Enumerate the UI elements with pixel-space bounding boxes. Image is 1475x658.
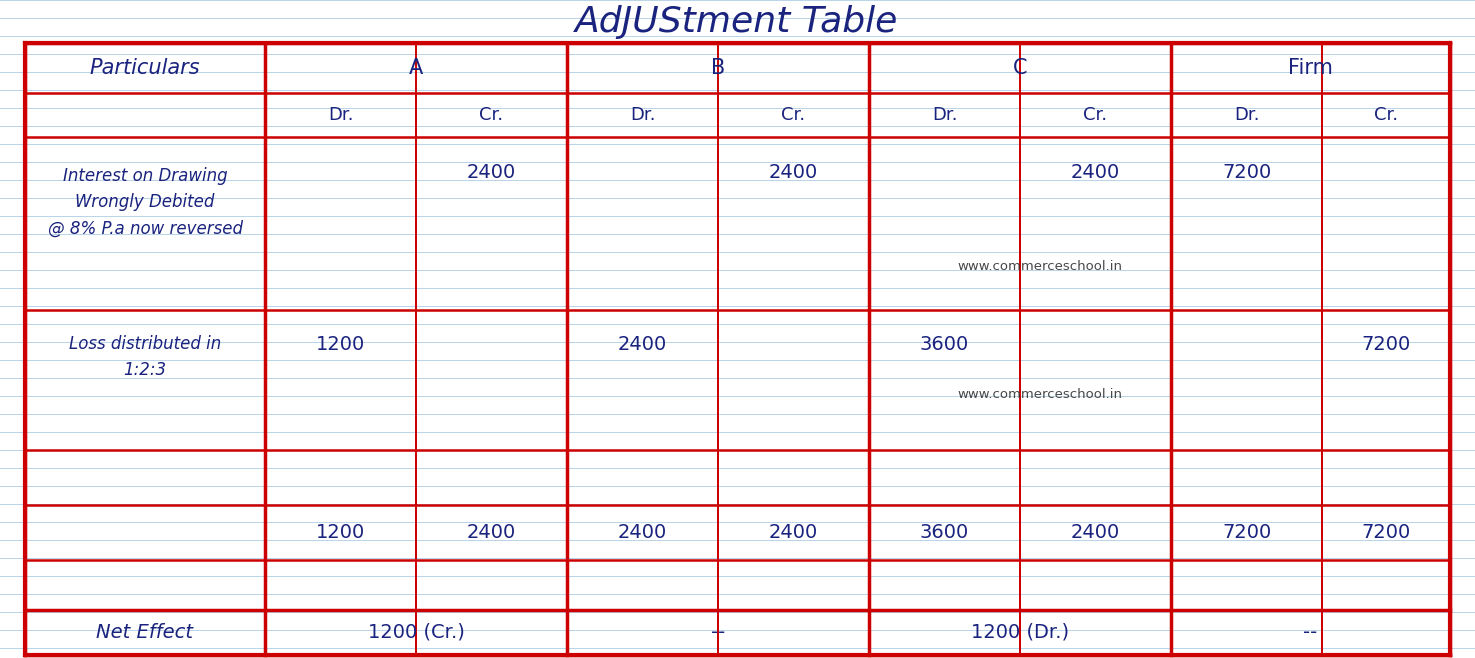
Text: 2400: 2400 [1071, 523, 1120, 542]
Text: Firm: Firm [1288, 58, 1333, 78]
Text: 1200 (Cr.): 1200 (Cr.) [367, 623, 465, 642]
Text: Cr.: Cr. [1084, 106, 1108, 124]
Text: B: B [711, 58, 726, 78]
Text: AdJUStment Table: AdJUStment Table [575, 5, 898, 39]
Text: Cr.: Cr. [782, 106, 805, 124]
Text: 7200: 7200 [1221, 523, 1271, 542]
Text: 1200: 1200 [316, 336, 366, 355]
Text: 3600: 3600 [920, 336, 969, 355]
Text: www.commerceschool.in: www.commerceschool.in [957, 261, 1122, 274]
Text: A: A [409, 58, 423, 78]
Text: 2400: 2400 [768, 523, 819, 542]
Text: --: -- [1304, 623, 1317, 642]
Text: Dr.: Dr. [932, 106, 957, 124]
Text: 7200: 7200 [1221, 163, 1271, 182]
Text: 7200: 7200 [1361, 336, 1410, 355]
Text: www.commerceschool.in: www.commerceschool.in [957, 388, 1122, 401]
Text: 3600: 3600 [920, 523, 969, 542]
Text: 1200: 1200 [316, 523, 366, 542]
Text: 2400: 2400 [468, 523, 516, 542]
Text: 1200 (Dr.): 1200 (Dr.) [971, 623, 1069, 642]
Text: Dr.: Dr. [327, 106, 353, 124]
Text: --: -- [711, 623, 726, 642]
Text: 2400: 2400 [618, 336, 667, 355]
Text: 2400: 2400 [468, 163, 516, 182]
Text: Particulars: Particulars [90, 58, 201, 78]
Text: Net Effect: Net Effect [96, 623, 193, 642]
Text: Dr.: Dr. [1233, 106, 1260, 124]
Text: Cr.: Cr. [479, 106, 503, 124]
Text: 2400: 2400 [768, 163, 819, 182]
Text: Interest on Drawing
Wrongly Debited
@ 8% P.a now reversed: Interest on Drawing Wrongly Debited @ 8%… [47, 167, 242, 238]
Text: Cr.: Cr. [1373, 106, 1398, 124]
Text: Loss distributed in
1:2:3: Loss distributed in 1:2:3 [69, 335, 221, 380]
Text: 2400: 2400 [618, 523, 667, 542]
Text: 7200: 7200 [1361, 523, 1410, 542]
Text: Dr.: Dr. [630, 106, 655, 124]
Text: C: C [1013, 58, 1027, 78]
Text: 2400: 2400 [1071, 163, 1120, 182]
